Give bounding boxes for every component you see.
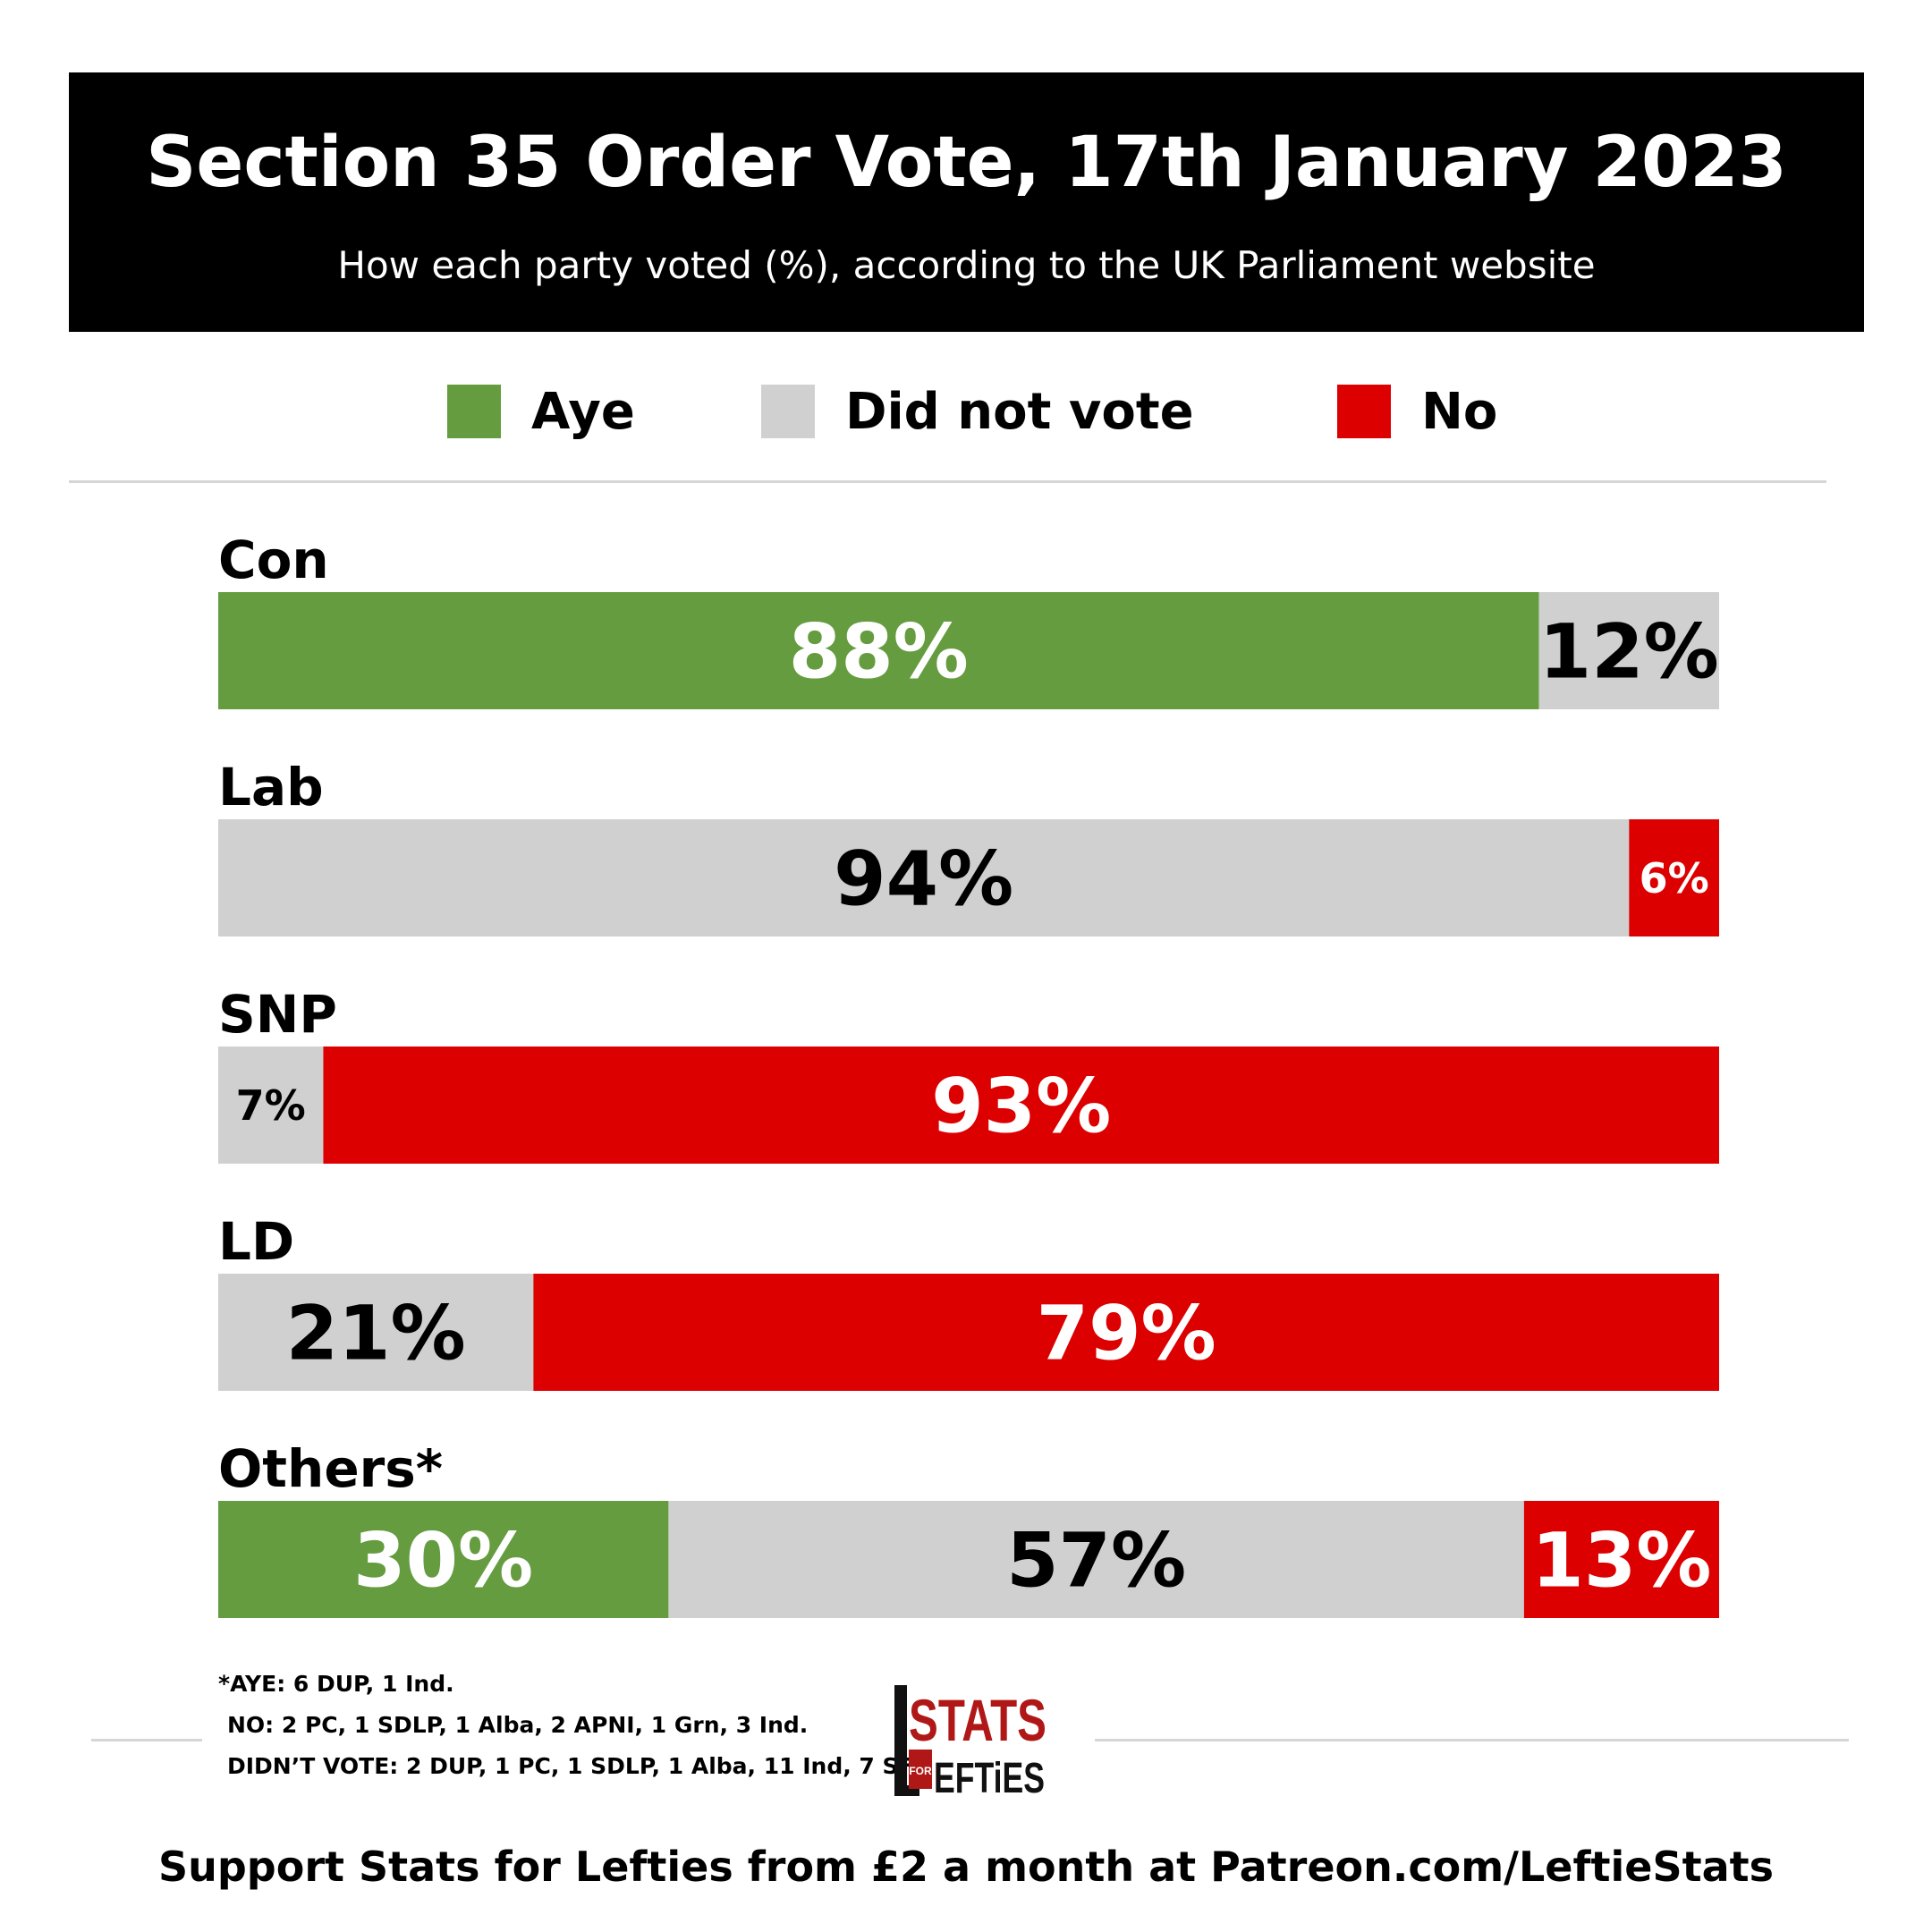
value-label-others-aye: 30% <box>353 1517 533 1605</box>
divider-top <box>69 480 1826 483</box>
value-label-others-no: 13% <box>1531 1517 1711 1605</box>
stacked-bar-chart: Con 88% 12% Lab 94% 6% SNP 7% 93% LD 21% 79% Others*… <box>218 530 1720 1618</box>
party-label-ld: LD <box>218 1211 294 1272</box>
value-label-lab-did-not-vote: 94% <box>834 835 1013 923</box>
bar-lab-did-not-vote <box>218 819 1630 936</box>
legend-item-aye: Aye <box>447 380 635 443</box>
legend-swatch-aye <box>447 385 501 438</box>
value-label-lab-no: 6% <box>1640 854 1709 902</box>
legend-label-aye: Aye <box>531 382 635 441</box>
value-label-snp-no: 93% <box>931 1063 1111 1150</box>
chart-subtitle: How each party voted (%), according to t… <box>337 243 1596 287</box>
bar-ld-did-not-vote <box>218 1274 534 1391</box>
bar-others-aye <box>218 1501 669 1618</box>
value-label-con-did-not-vote: 12% <box>1539 608 1719 696</box>
footnote-aye: *AYE: 6 DUP, 1 Ind. <box>218 1671 454 1697</box>
footnote: *AYE: 6 DUP, 1 Ind. NO: 2 PC, 1 SDLP, 1 … <box>218 1664 914 1787</box>
logo-stats-text: STATS <box>909 1687 1046 1753</box>
logo-for-text: FOR <box>909 1765 932 1777</box>
logo-l-stem <box>894 1685 907 1796</box>
legend-swatch-did-not-vote <box>761 385 815 438</box>
value-label-con-aye: 88% <box>789 608 969 696</box>
bar-ld-no <box>533 1274 1719 1391</box>
logo-for-box <box>909 1750 932 1789</box>
stats-for-lefties-logo: STATS FOR EFTiES <box>894 1685 1046 1796</box>
bar-lab-no <box>1629 819 1719 936</box>
footnote-no: NO: 2 PC, 1 SDLP, 1 Alba, 2 APNI, 1 Grn,… <box>227 1712 809 1738</box>
value-label-ld-did-not-vote: 21% <box>286 1290 466 1377</box>
legend-label-no: No <box>1421 382 1498 441</box>
party-label-con: Con <box>218 530 329 590</box>
chart-title: Section 35 Order Vote, 17th January 2023 <box>146 123 1787 203</box>
header-banner: Section 35 Order Vote, 17th January 2023… <box>69 72 1864 332</box>
legend-item-no: No <box>1337 380 1497 443</box>
legend-label-did-not-vote: Did not vote <box>845 382 1194 441</box>
legend-swatch-no <box>1337 385 1391 438</box>
party-label-lab: Lab <box>218 757 324 818</box>
legend-item-did-not-vote: Did not vote <box>761 380 1194 443</box>
value-label-others-did-not-vote: 57% <box>1006 1517 1186 1605</box>
value-label-snp-did-not-vote: 7% <box>236 1081 306 1130</box>
bar-con-aye <box>218 592 1539 709</box>
bar-snp-did-not-vote <box>218 1046 324 1164</box>
value-label-ld-no: 79% <box>1037 1290 1216 1377</box>
footnote-didnt-vote: DIDN’T VOTE: 2 DUP, 1 PC, 1 SDLP, 1 Alba… <box>227 1753 914 1779</box>
party-label-snp: SNP <box>218 984 337 1045</box>
bar-others-did-not-vote <box>668 1501 1524 1618</box>
divider-bottom-left <box>91 1739 202 1741</box>
bar-con-did-not-vote <box>1538 592 1719 709</box>
logo-efties-text: EFTiES <box>934 1755 1045 1796</box>
bar-snp-no <box>323 1046 1720 1164</box>
divider-bottom-right <box>1095 1739 1849 1741</box>
support-message: Support Stats for Lefties from £2 a mont… <box>158 1843 1774 1891</box>
bar-others-no <box>1523 1501 1719 1618</box>
party-label-others: Others* <box>218 1438 443 1499</box>
legend: Aye Did not vote No <box>0 380 1932 443</box>
